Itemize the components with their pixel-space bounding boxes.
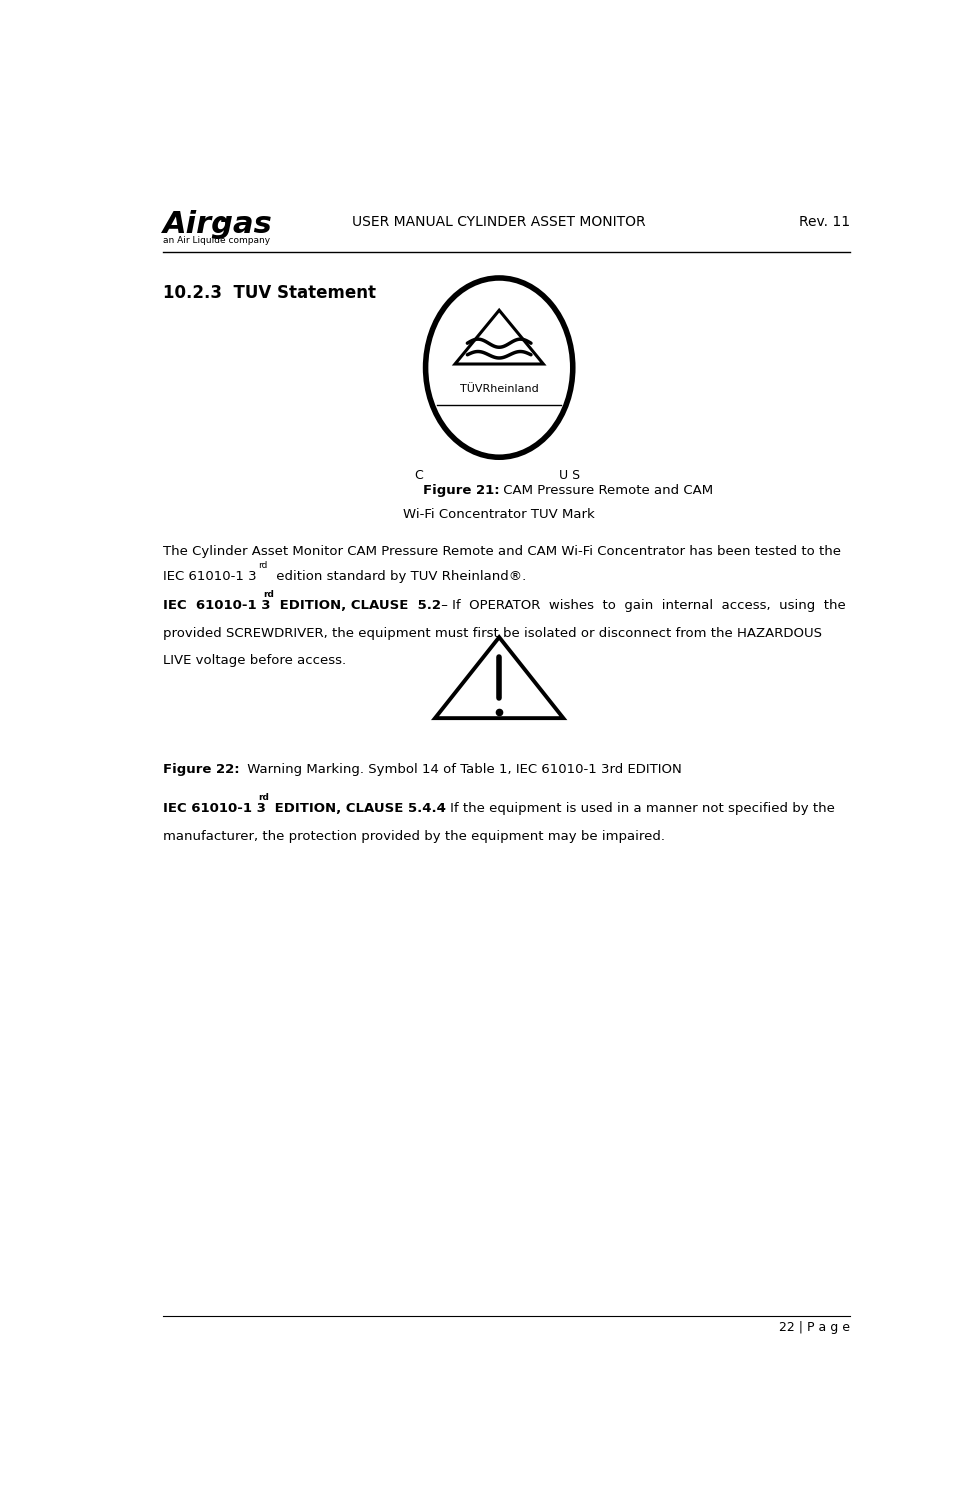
Text: EDITION, CLAUSE 5.4.4: EDITION, CLAUSE 5.4.4 (270, 802, 445, 816)
Text: manufacturer, the protection provided by the equipment may be impaired.: manufacturer, the protection provided by… (164, 831, 665, 843)
Text: U S: U S (559, 469, 581, 482)
Text: edition standard by TUV Rheinland®.: edition standard by TUV Rheinland®. (272, 569, 526, 583)
Text: Airgas: Airgas (164, 210, 273, 239)
Text: – If the equipment is used in a manner not specified by the: – If the equipment is used in a manner n… (435, 802, 835, 816)
Text: IEC 61010-1 3: IEC 61010-1 3 (164, 569, 257, 583)
Text: provided SCREWDRIVER, the equipment must first be isolated or disconnect from th: provided SCREWDRIVER, the equipment must… (164, 626, 822, 640)
Text: – If  OPERATOR  wishes  to  gain  internal  access,  using  the: – If OPERATOR wishes to gain internal ac… (436, 599, 845, 611)
Text: TÜVRheinland: TÜVRheinland (460, 385, 539, 394)
Text: EDITION, CLAUSE  5.2: EDITION, CLAUSE 5.2 (275, 599, 441, 611)
Text: an Air Liquide company: an Air Liquide company (164, 236, 271, 245)
Text: IEC  61010-1 3: IEC 61010-1 3 (164, 599, 271, 611)
Text: Rev. 11: Rev. 11 (799, 215, 850, 228)
Text: Figure 21:: Figure 21: (423, 485, 500, 497)
Text: IEC 61010-1 3: IEC 61010-1 3 (164, 802, 266, 816)
Text: Warning Marking. Symbol 14 of Table 1, IEC 61010-1 3rd EDITION: Warning Marking. Symbol 14 of Table 1, I… (243, 763, 681, 777)
Text: 10.2.3  TUV Statement: 10.2.3 TUV Statement (164, 284, 376, 302)
Text: Wi-Fi Concentrator TUV Mark: Wi-Fi Concentrator TUV Mark (403, 508, 595, 521)
Text: USER MANUAL CYLINDER ASSET MONITOR: USER MANUAL CYLINDER ASSET MONITOR (353, 215, 646, 228)
Text: C: C (414, 469, 423, 482)
Text: rd: rd (258, 793, 269, 802)
Text: rd: rd (258, 560, 268, 569)
Text: Figure 22:: Figure 22: (164, 763, 240, 777)
Text: ·: · (218, 212, 227, 231)
Text: CAM Pressure Remote and CAM: CAM Pressure Remote and CAM (500, 485, 713, 497)
Text: LIVE voltage before access.: LIVE voltage before access. (164, 655, 347, 667)
Text: 22 | P a g e: 22 | P a g e (779, 1320, 850, 1334)
Text: The Cylinder Asset Monitor CAM Pressure Remote and CAM Wi-Fi Concentrator has be: The Cylinder Asset Monitor CAM Pressure … (164, 545, 842, 557)
Text: rd: rd (264, 590, 275, 599)
